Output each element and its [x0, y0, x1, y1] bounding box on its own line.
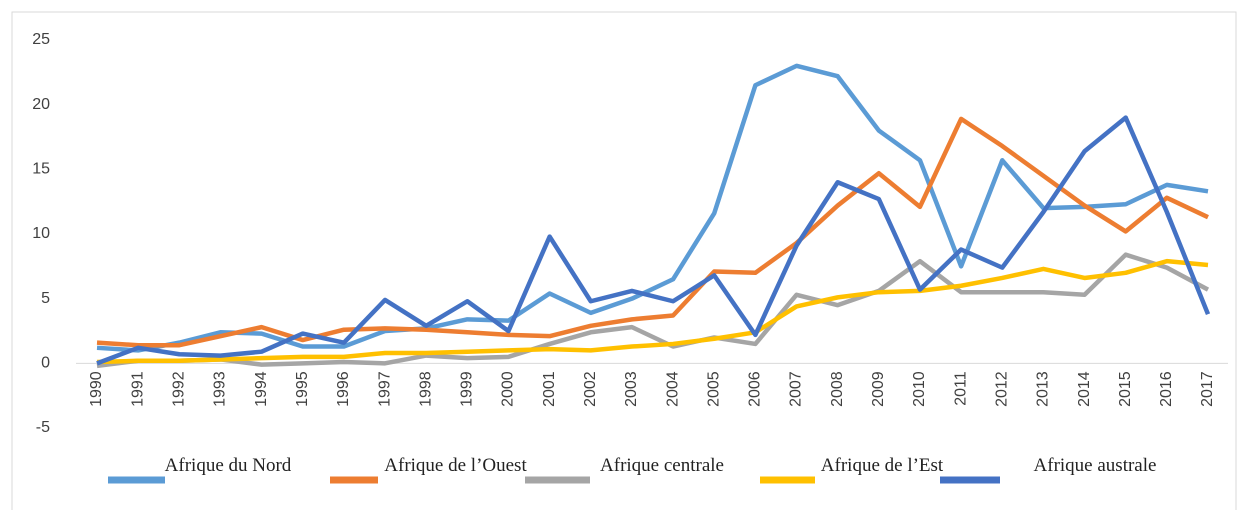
- x-tick-label: 2017: [1199, 371, 1216, 407]
- x-tick-label: 2009: [870, 371, 887, 407]
- x-tick-label: 1992: [171, 371, 188, 407]
- series-line: [96, 116, 1209, 348]
- x-tick-label: 2006: [747, 371, 764, 407]
- x-tick-label: 1995: [294, 371, 311, 407]
- x-tick-label: 2015: [1117, 371, 1134, 407]
- x-tick-label: 1996: [335, 371, 352, 407]
- x-tick-label: 2007: [788, 371, 805, 407]
- y-tick-label: 25: [32, 31, 50, 48]
- x-tick-label: 1999: [459, 371, 476, 407]
- legend-label: Afrique australe: [1033, 455, 1157, 476]
- chart-frame: [11, 11, 1237, 510]
- series-line: [96, 258, 1209, 365]
- x-tick-label: 2004: [664, 371, 681, 407]
- y-tick-label: 10: [32, 225, 50, 242]
- x-tick-label: 2008: [829, 371, 846, 407]
- legend-item: Afrique de l’Ouest: [384, 455, 527, 476]
- y-tick-label: 5: [41, 290, 50, 307]
- x-tick-label: 1990: [88, 371, 105, 407]
- y-tick-label: 0: [41, 355, 50, 372]
- x-tick-label: 2001: [541, 371, 558, 407]
- legend-label: Afrique centrale: [600, 455, 724, 476]
- legend-label: Afrique de l’Est: [820, 455, 944, 476]
- legend-label: Afrique de l’Ouest: [384, 455, 527, 476]
- x-tick-label: 2014: [1076, 371, 1093, 407]
- x-tick-label: 2012: [993, 371, 1010, 407]
- series-line: [96, 115, 1211, 366]
- y-tick-label: 15: [32, 161, 50, 178]
- y-tick-label: -5: [36, 419, 50, 436]
- x-tick-label: 2002: [582, 371, 599, 407]
- x-tick-label: 1998: [417, 371, 434, 407]
- x-tick-label: 2005: [705, 371, 722, 407]
- x-tick-label: 1993: [212, 371, 229, 407]
- x-tick-label: 2000: [500, 371, 517, 407]
- series-line: [96, 252, 1210, 369]
- legend-item: Afrique du Nord: [164, 455, 292, 476]
- x-tick-label: 2011: [952, 371, 969, 406]
- x-tick-label: 2010: [911, 371, 928, 407]
- series-line: [96, 63, 1209, 353]
- x-tick-label: 2003: [623, 371, 640, 407]
- x-tick-label: 2013: [1035, 371, 1052, 407]
- y-tick-label: 20: [32, 96, 50, 113]
- x-tick-label: 1991: [129, 371, 146, 407]
- legend-label: Afrique du Nord: [164, 455, 292, 476]
- x-tick-label: 2016: [1158, 371, 1175, 407]
- x-tick-label: 1994: [253, 371, 270, 407]
- x-tick-label: 1997: [376, 371, 393, 407]
- legend-item: Afrique australe: [1033, 455, 1157, 476]
- legend-item: Afrique de l’Est: [820, 455, 944, 476]
- legend-item: Afrique centrale: [600, 455, 724, 476]
